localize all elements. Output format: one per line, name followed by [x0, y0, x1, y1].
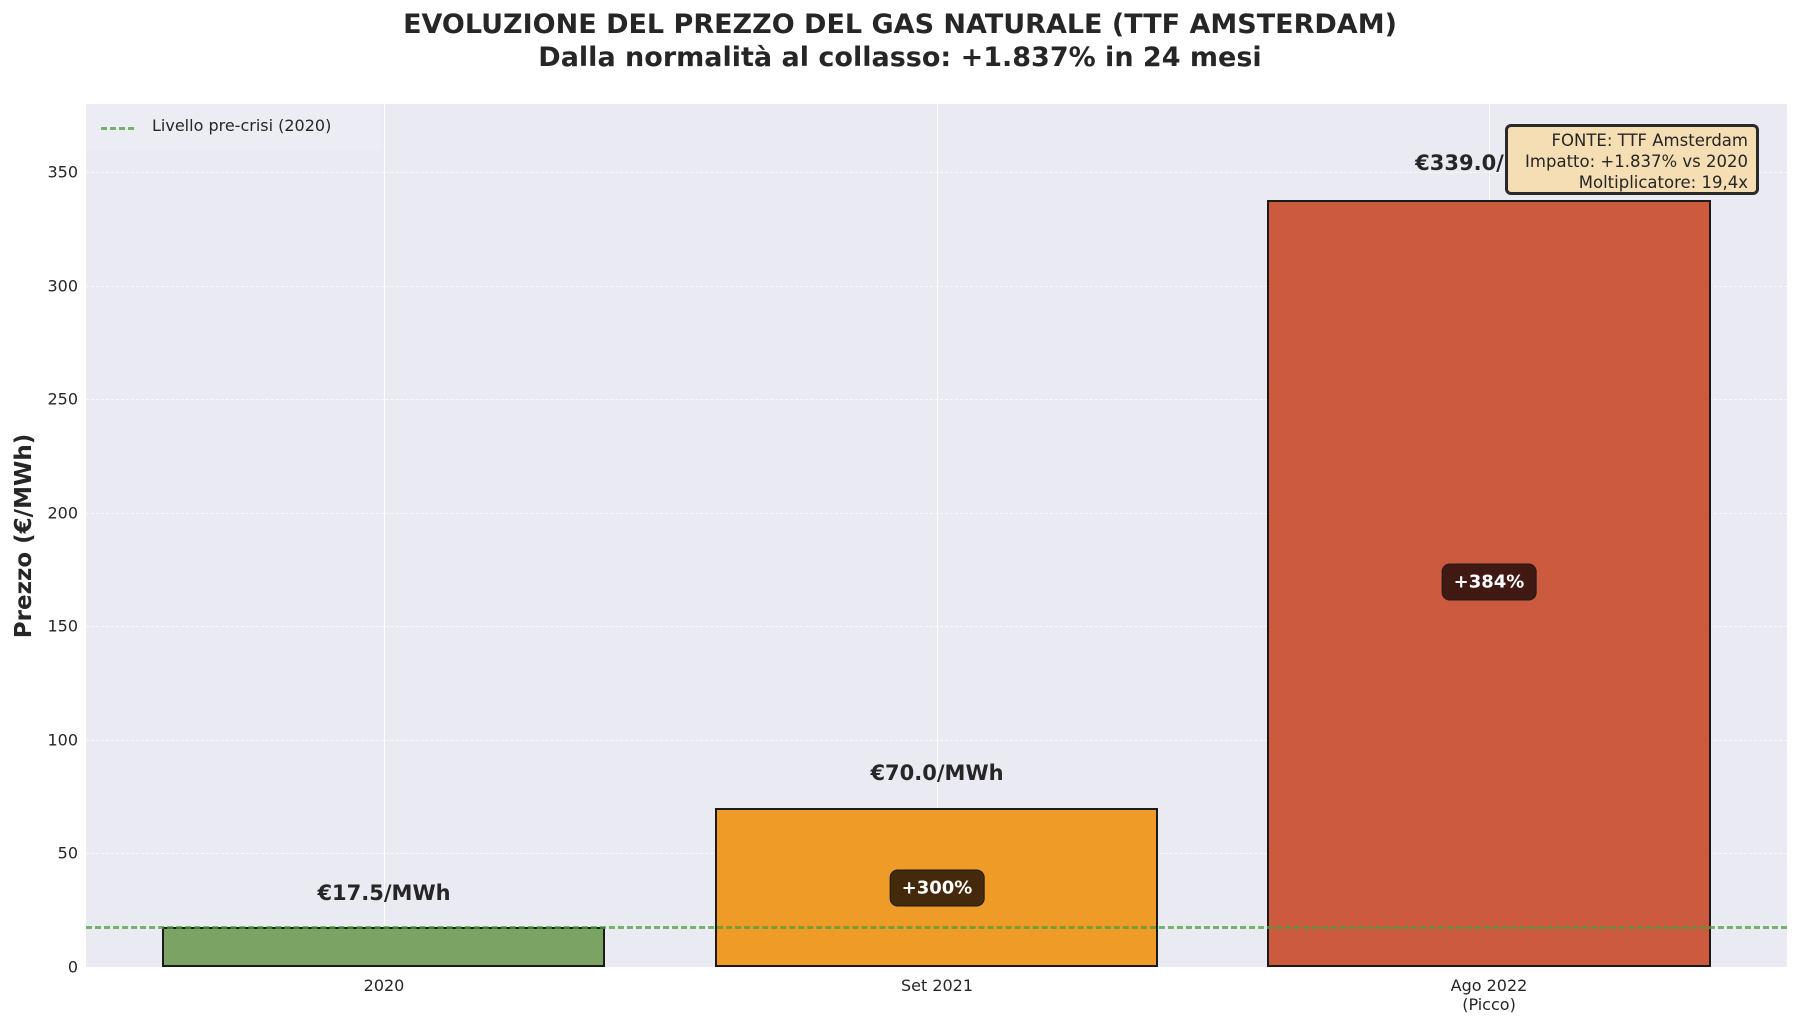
change-badge: +384%	[1441, 563, 1537, 601]
y-tick: 100	[47, 730, 78, 750]
plot-area: €17.5/MWh €70.0/MWh €339.0/MWh +300% +38…	[86, 104, 1787, 967]
y-tick: 150	[47, 616, 78, 636]
info-impact: Impatto: +1.837% vs 2020	[1525, 152, 1748, 171]
x-tick: 2020	[364, 976, 405, 995]
x-tick: Set 2021	[901, 976, 973, 995]
gridline	[86, 172, 1787, 173]
legend: Livello pre-crisi (2020)	[86, 104, 383, 150]
x-tick: Ago 2022 (Picco)	[1451, 976, 1528, 1014]
gridline	[86, 399, 1787, 400]
x-tick-label: 2020	[363, 976, 405, 995]
y-tick: 200	[47, 503, 78, 523]
gridline	[86, 740, 1787, 741]
gridline	[86, 626, 1787, 627]
bar-2020[interactable]	[162, 927, 605, 967]
y-tick: 300	[47, 276, 78, 296]
bar-value-label: €17.5/MWh	[317, 881, 451, 905]
x-tick-label: Ago 2022	[1450, 976, 1528, 995]
gridline	[937, 104, 938, 967]
change-badge: +300%	[889, 869, 985, 907]
y-tick: 250	[47, 389, 78, 409]
source-info-box: FONTE: TTF Amsterdam Impatto: +1.837% vs…	[1505, 124, 1759, 195]
x-tick-label: Set 2021	[900, 976, 974, 995]
x-tick-sublabel: (Picco)	[1462, 995, 1516, 1014]
info-multiplier: Moltiplicatore: 19,4x	[1578, 173, 1748, 192]
chart-subtitle: Dalla normalità al collasso: +1.837% in …	[538, 42, 1262, 73]
gridline	[86, 513, 1787, 514]
y-tick: 350	[47, 162, 78, 182]
y-tick: 50	[57, 843, 78, 863]
dashed-line-legend-icon	[101, 127, 134, 130]
pre-crisis-reference-line	[86, 926, 1787, 929]
legend-label: Livello pre-crisi (2020)	[152, 116, 332, 135]
y-tick: 0	[67, 957, 78, 977]
chart-title: EVOLUZIONE DEL PREZZO DEL GAS NATURALE (…	[403, 9, 1397, 40]
y-axis-label: Prezzo (€/MWh)	[11, 433, 37, 639]
gridline	[384, 104, 385, 967]
gridline	[86, 286, 1787, 287]
info-source: FONTE: TTF Amsterdam	[1551, 131, 1748, 150]
bar-value-label: €70.0/MWh	[870, 761, 1004, 785]
